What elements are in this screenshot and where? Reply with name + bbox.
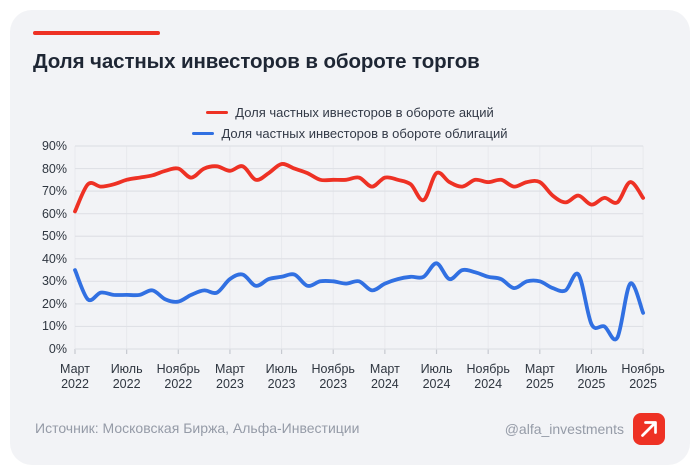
alfa-arrow-up-right-icon [633, 413, 665, 445]
y-tick-label: 80% [41, 161, 67, 176]
legend: Доля частных ивнесторов в обороте акций … [10, 105, 690, 141]
x-tick-label: Июль 2025 [575, 362, 608, 391]
y-tick-label: 50% [41, 229, 67, 244]
legend-item-bonds: Доля частных инвесторов в обороте облига… [192, 126, 508, 141]
legend-line-bonds-icon [192, 131, 215, 136]
x-tick-label: Март 2024 [369, 362, 400, 391]
x-tick-label: Март 2022 [60, 362, 90, 391]
legend-item-stocks: Доля частных ивнесторов в обороте акций [206, 105, 494, 120]
legend-label-stocks: Доля частных ивнесторов в обороте акций [235, 105, 494, 120]
footer-handle: @alfa_investments [505, 413, 665, 445]
line-chart [73, 145, 645, 354]
x-tick-label: Март 2023 [214, 362, 245, 391]
x-tick-label: Ноябрь 2023 [311, 362, 355, 391]
x-tick-label: Июль 2022 [110, 362, 143, 391]
y-tick-label: 40% [41, 251, 67, 266]
source-text: Источник: Московская Биржа, Альфа-Инвест… [35, 420, 360, 436]
x-tick-label: Июль 2023 [265, 362, 298, 391]
x-tick-label: Ноябрь 2024 [466, 362, 510, 391]
x-tick-label: Ноябрь 2022 [156, 362, 200, 391]
series-line-stocks [73, 162, 645, 214]
legend-line-stocks-icon [206, 110, 229, 115]
y-tick-label: 90% [41, 139, 67, 153]
accent-bar [33, 31, 160, 35]
y-tick-label: 10% [41, 319, 67, 334]
y-tick-label: 30% [41, 274, 67, 289]
x-tick-label: Ноябрь 2025 [621, 362, 665, 391]
x-tick-label: Июль 2024 [420, 362, 453, 391]
page-title: Доля частных инвесторов в обороте торгов [33, 50, 480, 73]
legend-label-bonds: Доля частных инвесторов в обороте облига… [221, 126, 508, 141]
y-tick-label: 20% [41, 296, 67, 311]
y-tick-label: 70% [41, 184, 67, 199]
y-tick-label: 60% [41, 206, 67, 221]
y-tick-label: 0% [48, 342, 67, 356]
series-line-bonds [73, 261, 645, 342]
x-tick-label: Март 2025 [524, 362, 555, 391]
infographic-card: Доля частных инвесторов в обороте торгов… [10, 10, 690, 465]
handle-text: @alfa_investments [504, 421, 624, 437]
